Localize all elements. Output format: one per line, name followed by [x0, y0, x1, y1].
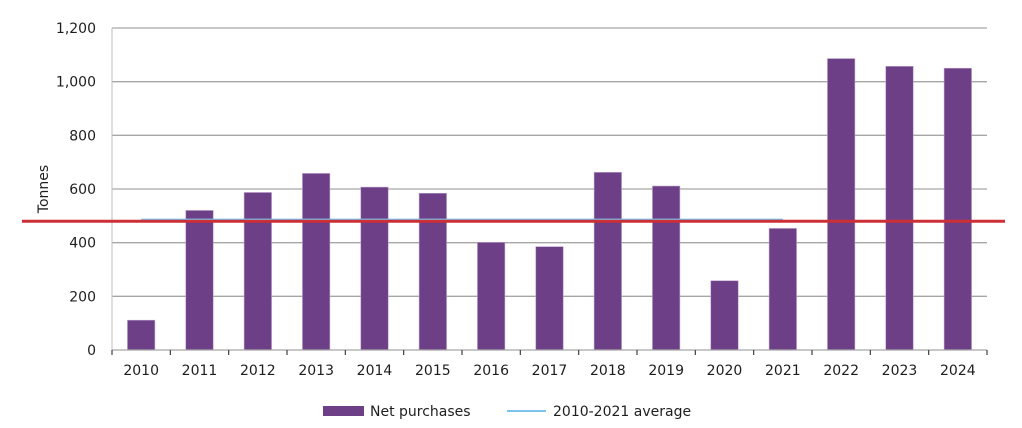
x-tick-label-2022: 2022 — [823, 363, 859, 379]
x-tick-label-2023: 2023 — [882, 363, 918, 379]
bar-2018 — [593, 172, 622, 351]
y-tick-label-800: 800 — [69, 128, 96, 144]
legend-swatch-net-purchases — [323, 406, 364, 416]
x-tick-label-2015: 2015 — [415, 363, 451, 379]
x-tick-label-2011: 2011 — [182, 363, 218, 379]
x-tick-label-2012: 2012 — [240, 363, 276, 379]
x-tick-label-2020: 2020 — [707, 363, 743, 379]
x-tick-label-2021: 2021 — [765, 363, 801, 379]
bar-2023 — [885, 66, 914, 351]
legend-label-net-purchases: Net purchases — [370, 404, 471, 420]
y-axis-title: Tonnes — [36, 165, 52, 214]
bar-2014 — [360, 186, 389, 351]
y-tick-label-200: 200 — [69, 289, 96, 305]
y-tick-label-0: 0 — [87, 343, 96, 359]
x-tick-label-2024: 2024 — [940, 363, 976, 379]
bar-2019 — [652, 185, 681, 351]
bar-2011 — [185, 210, 214, 351]
x-tick-label-2013: 2013 — [298, 363, 334, 379]
x-tick-label-2017: 2017 — [532, 363, 568, 379]
y-tick-label-400: 400 — [69, 236, 96, 252]
bar-2021 — [768, 228, 797, 351]
y-tick-label-1000: 1,000 — [56, 75, 96, 91]
bar-2016 — [477, 242, 506, 351]
bar-2020 — [710, 280, 739, 351]
bar-2017 — [535, 246, 564, 351]
bars — [127, 58, 972, 351]
legend-label-average: 2010-2021 average — [553, 404, 691, 420]
x-tick-label-2019: 2019 — [648, 363, 684, 379]
bar-2015 — [418, 192, 447, 351]
x-tick-label-2018: 2018 — [590, 363, 626, 379]
x-axis: 2010 2011 2012 2013 2014 2015 2016 2017 2018 2019… — [111, 349, 988, 379]
bar-2010 — [127, 319, 156, 351]
bar-2022 — [827, 58, 856, 351]
y-tick-label-1200: 1,200 — [56, 21, 96, 37]
x-tick-label-2016: 2016 — [473, 363, 509, 379]
y-tick-label-600: 600 — [69, 182, 96, 198]
legend: Net purchases 2010-2021 average — [323, 404, 691, 420]
bar-2012 — [243, 192, 272, 351]
x-tick-label-2014: 2014 — [357, 363, 393, 379]
y-axis-ticks: 0 200 400 600 800 1,000 1,200 — [56, 21, 96, 359]
bar-2024 — [943, 67, 972, 351]
x-tick-label-2010: 2010 — [123, 363, 159, 379]
bar-2013 — [302, 173, 331, 351]
